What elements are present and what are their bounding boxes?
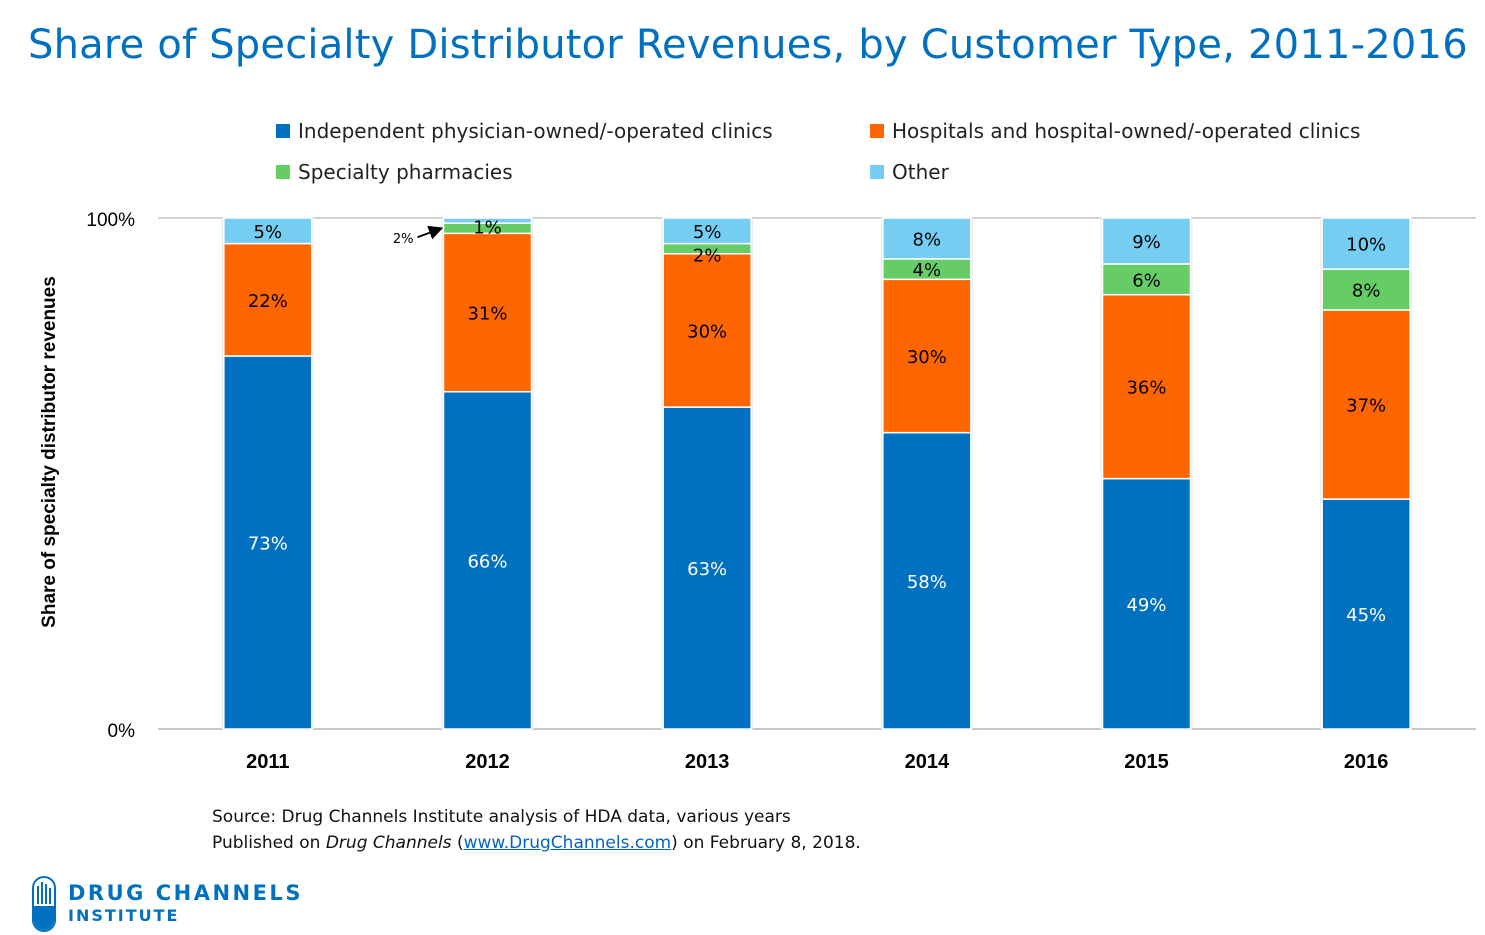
x-tick-label: 2015 — [1124, 751, 1169, 773]
pill-logo-icon — [32, 876, 56, 932]
source-suffix: ) on February 8, 2018. — [671, 833, 861, 853]
x-tick-label: 2013 — [685, 751, 730, 773]
drugchannels-link[interactable]: www.DrugChannels.com — [463, 833, 672, 853]
bar-segment — [1101, 477, 1192, 730]
source-publication: Drug Channels — [325, 833, 452, 853]
data-label: 8% — [913, 229, 942, 250]
bar-segment — [1321, 498, 1411, 730]
x-tick-label: 2016 — [1344, 751, 1389, 773]
data-label: 5% — [254, 222, 283, 243]
data-label: 8% — [1352, 281, 1381, 302]
logo-line-1: DRUG CHANNELS — [68, 881, 303, 905]
bar-segment — [223, 217, 313, 245]
data-label: 5% — [693, 222, 722, 243]
dci-logo: DRUG CHANNELS INSTITUTE — [32, 876, 303, 932]
bar-segment — [223, 242, 313, 357]
data-label: 58% — [907, 572, 947, 593]
source-prefix: Published on — [212, 833, 326, 853]
bar-segment — [442, 217, 533, 224]
data-label: 49% — [1126, 595, 1166, 616]
source-line-2: Published on Drug Channels (www.DrugChan… — [212, 830, 861, 856]
data-label: 63% — [687, 559, 727, 580]
data-label: 66% — [467, 551, 507, 572]
chart-title: Share of Specialty Distributor Revenues,… — [28, 22, 1468, 68]
data-label: 73% — [248, 533, 288, 554]
data-label: 4% — [913, 260, 942, 281]
source-line-1: Source: Drug Channels Institute analysis… — [212, 807, 791, 827]
bar-segment — [1321, 309, 1411, 500]
data-label: 30% — [907, 347, 947, 368]
x-tick-label: 2011 — [246, 751, 289, 773]
data-label: 6% — [1132, 270, 1161, 291]
source-note: Source: Drug Channels Institute analysis… — [212, 804, 861, 856]
data-label: 1% — [473, 218, 502, 239]
annotation-arrow — [417, 225, 444, 240]
bar-segment — [662, 253, 752, 408]
data-label: 2% — [693, 246, 722, 267]
y-tick-label: 0% — [108, 721, 136, 742]
bar-segment — [882, 217, 972, 260]
bar-segment — [662, 217, 752, 245]
data-label: 45% — [1346, 605, 1386, 626]
annotation-label: 2% — [393, 232, 414, 247]
data-label: 10% — [1346, 235, 1386, 256]
bar-segment — [1101, 293, 1192, 480]
logo-text: DRUG CHANNELS INSTITUTE — [68, 881, 303, 927]
data-label: 31% — [467, 304, 507, 325]
data-label: 36% — [1126, 378, 1166, 399]
y-tick-label: 100% — [86, 210, 135, 231]
data-label: 37% — [1346, 396, 1386, 417]
x-tick-label: 2014 — [905, 751, 950, 773]
data-label: 22% — [248, 291, 288, 312]
bar-segment — [1101, 217, 1192, 265]
data-label: 9% — [1132, 232, 1161, 253]
source-paren: ( — [451, 833, 464, 853]
bar-segment — [662, 406, 752, 730]
bar-segment — [442, 390, 533, 730]
bar-segment — [1101, 263, 1192, 296]
bar-segment — [1321, 268, 1411, 311]
bar-segment — [1321, 217, 1411, 270]
bar-segment — [442, 232, 533, 393]
bar-segment — [882, 431, 972, 730]
x-tick-label: 2012 — [465, 751, 510, 773]
logo-line-2: INSTITUTE — [68, 906, 180, 925]
data-label: 30% — [687, 321, 727, 342]
